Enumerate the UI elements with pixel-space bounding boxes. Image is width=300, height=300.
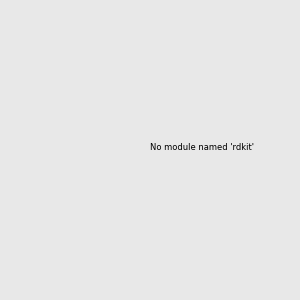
Text: No module named 'rdkit': No module named 'rdkit' [150,143,254,152]
